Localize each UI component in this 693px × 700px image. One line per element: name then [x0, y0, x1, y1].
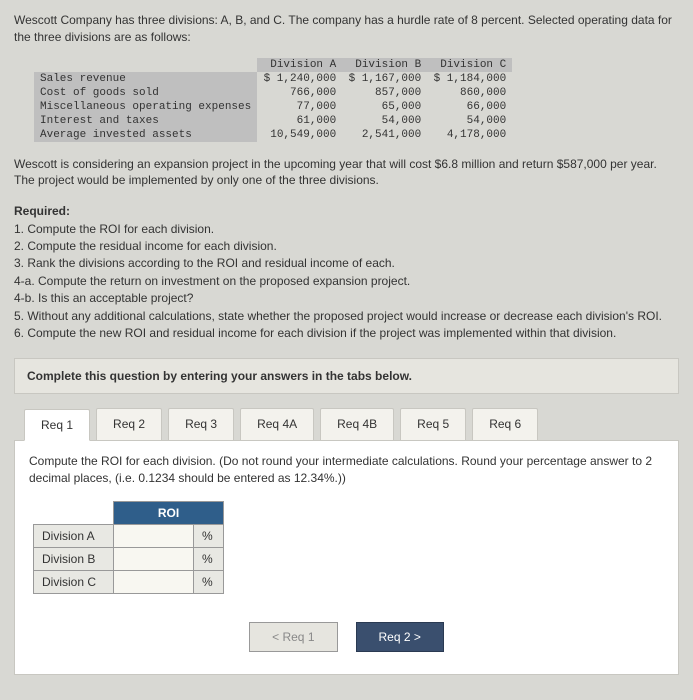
operating-data-table-wrap: Division A Division B Division C Sales r…	[34, 58, 679, 142]
intro-text: Wescott Company has three divisions: A, …	[14, 12, 679, 46]
tab-panel: Compute the ROI for each division. (Do n…	[14, 440, 679, 675]
required-item: 5. Without any additional calculations, …	[14, 308, 679, 325]
cell-value: 61,000	[257, 114, 342, 128]
cell-value: 65,000	[342, 100, 427, 114]
percent-unit: %	[194, 547, 224, 570]
percent-unit: %	[194, 570, 224, 593]
roi-input-division-b[interactable]	[114, 547, 194, 570]
tab-req5[interactable]: Req 5	[400, 408, 466, 440]
cell-value: 2,541,000	[342, 128, 427, 142]
roi-input-table: ROI Division A % Division B % Division C…	[33, 501, 224, 594]
roi-input-division-c[interactable]	[114, 570, 194, 593]
tab-req2[interactable]: Req 2	[96, 408, 162, 440]
required-item: 3. Rank the divisions according to the R…	[14, 255, 679, 272]
nav-buttons: < Req 1 Req 2 >	[29, 622, 664, 652]
cell-value: 4,178,000	[427, 128, 512, 142]
table-row: Miscellaneous operating expenses 77,000 …	[34, 100, 512, 114]
roi-row-label: Division B	[34, 547, 114, 570]
cell-value: 10,549,000	[257, 128, 342, 142]
cell-value: $ 1,167,000	[342, 72, 427, 86]
required-item: 4-a. Compute the return on investment on…	[14, 273, 679, 290]
cell-value: 54,000	[427, 114, 512, 128]
table-row: Sales revenue $ 1,240,000 $ 1,167,000 $ …	[34, 72, 512, 86]
table-row: Average invested assets 10,549,000 2,541…	[34, 128, 512, 142]
required-item: 1. Compute the ROI for each division.	[14, 221, 679, 238]
operating-data-table: Division A Division B Division C Sales r…	[34, 58, 512, 142]
tab-req4b[interactable]: Req 4B	[320, 408, 394, 440]
cell-value: 766,000	[257, 86, 342, 100]
complete-instruction: Complete this question by entering your …	[14, 358, 679, 394]
roi-row-label: Division A	[34, 524, 114, 547]
tab-req4a[interactable]: Req 4A	[240, 408, 314, 440]
required-heading: Required:	[14, 203, 679, 220]
col-header-b: Division B	[342, 58, 427, 72]
cell-value: $ 1,240,000	[257, 72, 342, 86]
cell-value: $ 1,184,000	[427, 72, 512, 86]
cell-value: 66,000	[427, 100, 512, 114]
percent-unit: %	[194, 524, 224, 547]
col-header-a: Division A	[257, 58, 342, 72]
required-item: 4-b. Is this an acceptable project?	[14, 290, 679, 307]
required-block: Required: 1. Compute the ROI for each di…	[14, 203, 679, 342]
table-row: Division C %	[34, 570, 224, 593]
row-label: Sales revenue	[34, 72, 257, 86]
expansion-project-text: Wescott is considering an expansion proj…	[14, 156, 679, 190]
tab-req6[interactable]: Req 6	[472, 408, 538, 440]
row-label: Average invested assets	[34, 128, 257, 142]
row-label: Miscellaneous operating expenses	[34, 100, 257, 114]
table-row: Interest and taxes 61,000 54,000 54,000	[34, 114, 512, 128]
roi-col-header: ROI	[114, 501, 224, 524]
cell-value: 857,000	[342, 86, 427, 100]
table-row: Division B %	[34, 547, 224, 570]
tab-req3[interactable]: Req 3	[168, 408, 234, 440]
active-tab-instruction: Compute the ROI for each division. (Do n…	[29, 453, 664, 487]
roi-row-label: Division C	[34, 570, 114, 593]
table-row: Cost of goods sold 766,000 857,000 860,0…	[34, 86, 512, 100]
required-item: 6. Compute the new ROI and residual inco…	[14, 325, 679, 342]
row-label: Cost of goods sold	[34, 86, 257, 100]
tabs-row: Req 1 Req 2 Req 3 Req 4A Req 4B Req 5 Re…	[14, 408, 679, 440]
cell-value: 77,000	[257, 100, 342, 114]
table-row: Division A %	[34, 524, 224, 547]
prev-button[interactable]: < Req 1	[249, 622, 337, 652]
next-button[interactable]: Req 2 >	[356, 622, 444, 652]
row-label: Interest and taxes	[34, 114, 257, 128]
col-header-c: Division C	[427, 58, 512, 72]
cell-value: 54,000	[342, 114, 427, 128]
tab-req1[interactable]: Req 1	[24, 409, 90, 441]
roi-input-division-a[interactable]	[114, 524, 194, 547]
cell-value: 860,000	[427, 86, 512, 100]
required-item: 2. Compute the residual income for each …	[14, 238, 679, 255]
